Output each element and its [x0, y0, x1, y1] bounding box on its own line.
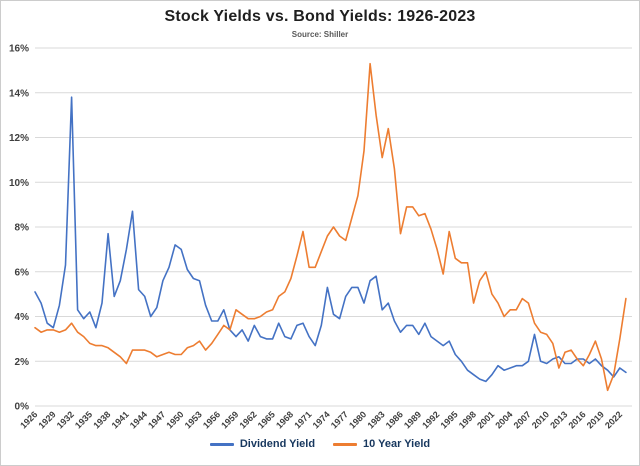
x-tick-label: 1980: [347, 409, 368, 430]
x-tick-label: 1959: [219, 409, 240, 430]
y-tick-label: 0%: [15, 402, 30, 413]
x-tick-label: 1938: [91, 409, 112, 430]
x-tick-label: 2013: [548, 409, 569, 430]
y-tick-label: 2%: [15, 357, 30, 368]
chart-title: Stock Yields vs. Bond Yields: 1926-2023: [164, 8, 476, 25]
y-tick-label: 4%: [15, 312, 30, 323]
dividend-yield-swatch: [209, 442, 234, 446]
dividend-yield-label: Dividend Yield: [239, 438, 316, 450]
y-tick-label: 14%: [9, 88, 29, 99]
y-tick-label: 8%: [15, 223, 30, 234]
legend: Dividend Yield 10 Year Yield: [1, 438, 639, 450]
x-tick-label: 1998: [457, 409, 478, 430]
x-tick-label: 1995: [439, 409, 460, 430]
x-tick-label: 1950: [164, 409, 185, 430]
x-tick-label: 1968: [274, 409, 295, 430]
x-tick-label: 2010: [530, 409, 551, 430]
x-tick-label: 1926: [18, 409, 39, 430]
x-tick-label: 2004: [493, 409, 514, 430]
line-chart: 0%2%4%6%8%10%12%14%16%192619291932193519…: [9, 44, 632, 431]
x-tick-label: 1953: [183, 409, 204, 430]
x-tick-label: 1935: [73, 409, 94, 430]
x-tick-label: 1986: [384, 409, 405, 430]
x-tick-label: 1962: [237, 409, 258, 430]
x-tick-label: 2001: [475, 409, 496, 430]
x-tick-label: 2016: [566, 409, 587, 430]
dividend-yield-line: [34, 96, 627, 383]
y-tick-label: 16%: [9, 44, 29, 55]
10-year-yield-line: [34, 62, 627, 392]
x-tick-label: 1971: [292, 409, 313, 430]
x-tick-label: 1929: [36, 409, 57, 430]
y-tick-label: 10%: [9, 178, 29, 189]
legend-item-10-year-yield: 10 Year Yield: [333, 438, 430, 450]
x-tick-label: 1989: [402, 409, 423, 430]
x-tick-label: 1947: [146, 409, 167, 430]
x-tick-label: 1974: [311, 409, 332, 430]
legend-item-dividend-yield: Dividend Yield: [209, 438, 316, 450]
x-tick-label: 2022: [603, 409, 624, 430]
x-tick-label: 2019: [585, 409, 606, 430]
x-tick-label: 1977: [329, 409, 350, 430]
x-tick-label: 1932: [55, 409, 76, 430]
x-tick-label: 2007: [512, 409, 533, 430]
x-tick-label: 1965: [256, 409, 277, 430]
y-tick-label: 6%: [15, 267, 30, 278]
x-tick-label: 1956: [201, 409, 222, 430]
x-tick-label: 1992: [420, 409, 441, 430]
ten-year-yield-label: 10 Year Yield: [363, 438, 431, 450]
x-tick-label: 1983: [365, 409, 386, 430]
x-tick-label: 1944: [128, 409, 149, 430]
x-tick-label: 1941: [110, 409, 131, 430]
y-tick-label: 12%: [9, 133, 29, 144]
ten-year-yield-swatch: [333, 442, 358, 446]
chart-subtitle: Source: Shiller: [291, 30, 349, 39]
